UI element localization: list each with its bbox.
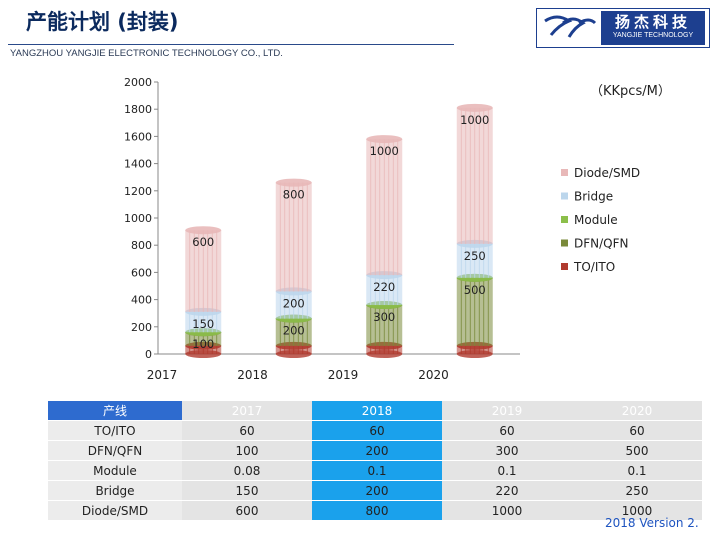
table-cell: 300 [442,440,572,461]
logo-swirl-icon [544,15,597,38]
bar-segment-cap [185,226,222,235]
data-label: 500 [464,283,486,297]
bar-segment-cap [275,178,312,187]
table-cell: 60 [312,420,442,441]
data-label: 150 [192,317,214,331]
legend-label: DFN/QFN [574,237,629,251]
table-cell: 60 [572,420,702,441]
data-label: 1000 [460,113,489,127]
bar-segment-cap [366,135,403,144]
table-cell: 800 [312,500,442,521]
bar-base-cap [185,350,222,358]
x-tick-label: 2019 [328,368,359,382]
table-cell: 220 [442,480,572,501]
data-label: 1000 [370,144,399,158]
data-label: 800 [283,188,305,202]
table-row: Diode/SMD 600 800 1000 1000 [48,500,702,521]
logo-chinese-name: 扬杰科技 [614,13,691,31]
y-tick-label: 1800 [124,103,152,116]
table-row: Module 0.08 0.1 0.1 0.1 [48,460,702,481]
table-cell: Module [48,460,182,481]
table-header-cell: 2020 [572,401,702,421]
y-tick-label: 800 [131,239,152,252]
table-cell: 0.1 [572,460,702,481]
x-tick-label: 2018 [237,368,268,382]
bar-base-cap [366,350,403,358]
legend-label: Diode/SMD [574,166,640,180]
table-cell: 500 [572,440,702,461]
table-cell: 250 [572,480,702,501]
table-cell: 100 [182,440,312,461]
table-header-cell: 2019 [442,401,572,421]
version-label: 2018 Version 2. [605,516,699,530]
legend-swatch [561,192,568,200]
logo-english-name: YANGJIE TECHNOLOGY [612,32,694,39]
data-label: 250 [464,249,486,263]
y-tick-label: 600 [131,266,152,279]
y-tick-label: 1200 [124,185,152,198]
legend-swatch [561,169,568,176]
table-row: TO/ITO 60 60 60 60 [48,420,702,441]
data-label: 600 [192,235,214,249]
bar-base-cap [456,350,493,358]
table-cell: 0.1 [312,460,442,481]
data-label: 200 [283,296,305,310]
legend-swatch [561,263,568,270]
data-label: 200 [283,324,305,338]
table-header-row: 产线 2017 2018 2019 2020 [48,401,702,421]
y-tick-label: 200 [131,321,152,334]
bar-base-cap [275,350,312,358]
y-tick-label: 1000 [124,212,152,225]
capacity-table: 产线 2017 2018 2019 2020 TO/ITO 60 60 60 6… [48,401,702,521]
table-row: DFN/QFN 100 200 300 500 [48,440,702,461]
table-header-cell: 2017 [182,401,312,421]
table-cell: 0.1 [442,460,572,481]
legend-label: Module [574,213,618,227]
table-cell: 200 [312,440,442,461]
table-cell: 150 [182,480,312,501]
table-header-cell: 产线 [48,401,182,421]
legend-label: TO/ITO [573,260,615,274]
table-cell: Bridge [48,480,182,501]
y-tick-label: 2000 [124,76,152,89]
logo-text-box: 扬杰科技 YANGJIE TECHNOLOGY [601,11,705,45]
x-tick-label: 2017 [147,368,178,382]
table-cell: 60 [442,420,572,441]
table-cell: TO/ITO [48,420,182,441]
legend-label: Bridge [574,190,613,204]
table-row: Bridge 150 200 220 250 [48,480,702,501]
company-name: YANGZHOU YANGJIE ELECTRONIC TECHNOLOGY C… [10,48,283,59]
legend-swatch [561,239,568,247]
company-logo: 扬杰科技 YANGJIE TECHNOLOGY [536,8,710,48]
table-cell: 600 [182,500,312,521]
table-cell: 60 [182,420,312,441]
table-header-cell: 2018 [312,401,442,421]
bar-segment-cap [456,103,493,112]
table-cell: 0.08 [182,460,312,481]
table-cell: 1000 [572,500,702,521]
x-tick-label: 2020 [418,368,449,382]
table-cell: DFN/QFN [48,440,182,461]
table-cell: 1000 [442,500,572,521]
stacked-bar-chart: 0 200 400 600 800 1000 1200 1400 1600 1800 2000 100… [124,76,640,382]
y-tick-label: 400 [131,294,152,307]
page-title: 产能计划 (封装) [26,10,179,34]
data-label: 100 [192,337,214,351]
table-cell: Diode/SMD [48,500,182,521]
header-divider [8,44,454,45]
table-cell: 200 [312,480,442,501]
y-tick-label: 1600 [124,130,152,143]
data-label: 220 [373,280,395,294]
y-tick-label: 1400 [124,158,152,171]
data-label: 300 [373,310,395,324]
y-tick-label: 0 [145,348,152,361]
unit-label: （KKpcs/M） [590,84,671,99]
legend-swatch [561,216,568,223]
